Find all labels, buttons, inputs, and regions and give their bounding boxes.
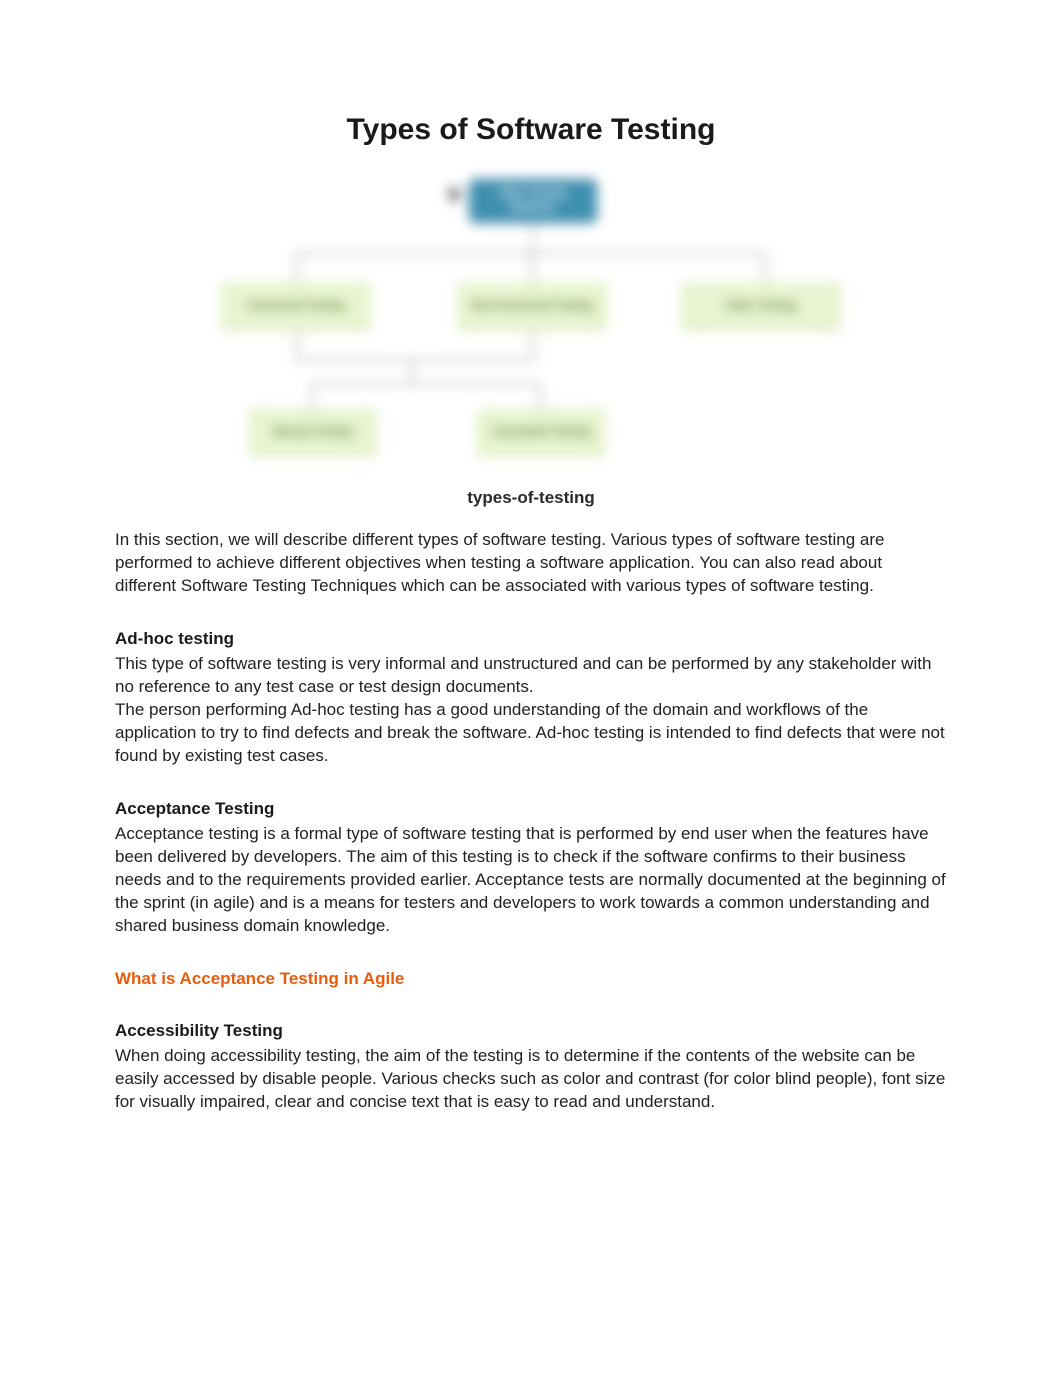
document-page: Types of Software Testing Main Testing M… [0,0,1062,1224]
connector [532,253,534,283]
diagram-container: Main Testing Methods Functional Testing … [211,173,851,510]
connector [764,253,766,283]
connector [296,331,298,359]
page-title: Types of Software Testing [115,110,947,151]
diagram-node-label: Functional Testing [248,299,345,314]
connector [311,383,313,409]
connector [311,383,541,385]
section-accessibility: Accessibility Testing When doing accessi… [115,1020,947,1114]
section-body: The person performing Ad-hoc testing has… [115,699,947,768]
connector [539,383,541,409]
diagram-root-node: Main Testing Methods [469,179,597,223]
diagram-node-nonfunctional: Non-Functional Testing [457,283,607,331]
section-adhoc: Ad-hoc testing This type of software tes… [115,628,947,768]
connector [411,359,413,383]
section-acceptance: Acceptance Testing Acceptance testing is… [115,798,947,938]
connector [532,331,534,359]
section-heading: Acceptance Testing [115,798,947,821]
diagram-node-label: Non-Functional Testing [471,299,593,314]
connector [296,253,298,283]
connector [296,359,534,361]
diagram-node-other: Other Testing [681,283,841,331]
acceptance-agile-link[interactable]: What is Acceptance Testing in Agile [115,968,404,991]
diagram-node-label: Other Testing [726,299,797,314]
diagram-node-label: Manual Testing [273,425,352,440]
diagram-node-functional: Functional Testing [221,283,371,331]
diagram-node-manual: Manual Testing [249,409,377,457]
diagram-caption: types-of-testing [211,487,851,510]
section-body: This type of software testing is very in… [115,653,947,699]
intro-paragraph: In this section, we will describe differ… [115,529,947,598]
diagram-node-automated: Automated Testing [477,409,605,457]
diagram-node-label: Automated Testing [492,425,591,440]
connector [296,253,766,255]
connector [532,223,534,253]
testing-types-diagram: Main Testing Methods Functional Testing … [211,173,851,483]
section-heading: Accessibility Testing [115,1020,947,1043]
diagram-root-label: Main Testing Methods [478,186,588,216]
pin-icon [449,187,459,201]
section-body: When doing accessibility testing, the ai… [115,1045,947,1114]
section-heading: Ad-hoc testing [115,628,947,651]
section-body: Acceptance testing is a formal type of s… [115,823,947,938]
